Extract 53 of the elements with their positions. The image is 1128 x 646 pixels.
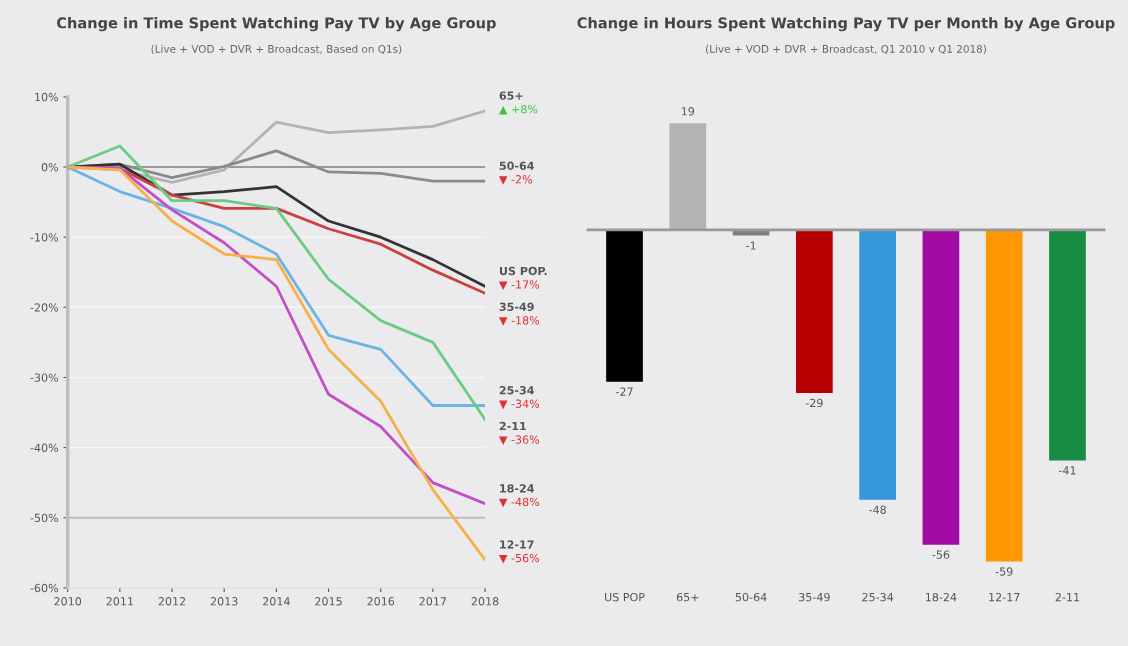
y-tick-label: 10% <box>35 92 59 102</box>
series-label: 12-17 <box>500 540 534 549</box>
data-label: ▼ -17% <box>498 280 540 290</box>
chart-subtitle: (Live + VOD + DVR + Broadcast, Based on Q1s) <box>151 44 402 55</box>
y-tick-label: 0% <box>41 163 59 172</box>
y-tick-label: -50% <box>30 513 59 523</box>
x-tick-label: 2010 <box>54 597 82 606</box>
x-tick-label: US POP <box>605 592 645 602</box>
x-tick-label: 2017 <box>419 597 447 606</box>
data-label: -48 <box>869 505 886 514</box>
data-label: -29 <box>805 398 823 408</box>
data-label: -56 <box>932 550 950 559</box>
data-label: -27 <box>616 387 633 396</box>
data-label: 19 <box>681 107 695 116</box>
series-label: 35-49 <box>499 302 534 311</box>
series-label: US POP. <box>499 266 547 276</box>
data-label: ▼ -56% <box>498 553 540 564</box>
series-label: 25-34 <box>499 385 534 395</box>
x-tick-label: 2013 <box>210 597 238 606</box>
series-label: 2-11 <box>499 421 526 431</box>
x-tick-label: 65+ <box>676 592 699 602</box>
x-tick-label: 25-34 <box>862 592 894 602</box>
y-tick-label: -60% <box>30 583 59 593</box>
data-label: ▼ -48% <box>498 497 540 508</box>
series-label: 18-24 <box>500 484 534 493</box>
x-tick-label: 12-17 <box>989 592 1020 602</box>
x-tick-label: 2014 <box>263 597 290 606</box>
y-tick-label: -10% <box>30 233 59 242</box>
y-tick-label: -40% <box>30 443 59 452</box>
x-tick-label: 35-49 <box>799 592 830 602</box>
data-label: ▼ -34% <box>498 399 540 410</box>
chart-title: Change in Time Spent Watching Pay TV by Age Group <box>57 17 496 32</box>
x-tick-label: 2012 <box>158 597 186 606</box>
data-label: -41 <box>1058 466 1076 475</box>
y-tick-label: -30% <box>30 373 59 382</box>
data-label: -1 <box>746 241 756 250</box>
chart-subtitle: (Live + VOD + DVR + Broadcast, Q1 2010 v Q1 2018) <box>706 44 986 55</box>
x-tick-label: 2-11 <box>1055 592 1080 602</box>
data-label: ▼ -2% <box>498 175 533 185</box>
x-tick-label: 2015 <box>315 597 342 606</box>
x-tick-label: 18-24 <box>925 592 957 602</box>
series-label: 65+ <box>499 91 523 100</box>
chart-title: Change in Hours Spent Watching Pay TV per Month by Age Group <box>577 17 1115 32</box>
series-label: 50-64 <box>499 161 534 170</box>
y-tick-label: -20% <box>30 303 59 312</box>
data-label: ▲ +8% <box>498 104 538 115</box>
x-tick-label: 2016 <box>367 597 395 606</box>
data-label: ▼ -36% <box>498 435 540 445</box>
data-label: ▼ -18% <box>498 316 540 326</box>
x-tick-label: 2018 <box>471 597 499 606</box>
x-tick-label: 50-64 <box>735 592 767 602</box>
x-tick-label: 2011 <box>106 597 133 606</box>
data-label: -59 <box>995 567 1013 576</box>
